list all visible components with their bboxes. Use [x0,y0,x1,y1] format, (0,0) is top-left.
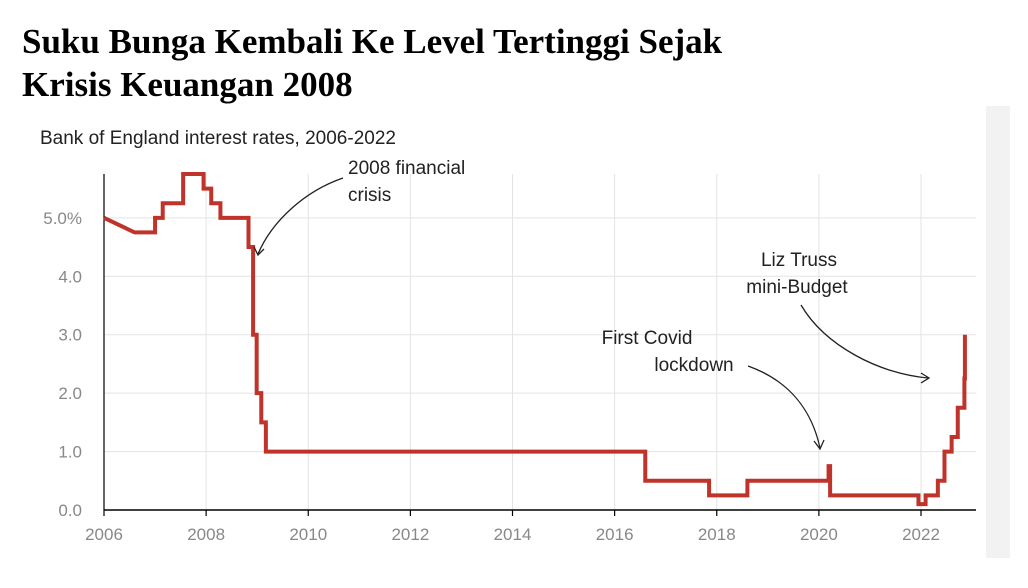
annotation-financial-crisis-arrowhead [253,246,265,257]
headline-line-2: Krisis Keuangan 2008 [22,65,353,104]
chart-panel [20,106,1010,558]
annotation-mini-budget-line-2: mini-Budget [746,277,848,298]
line-chart: Bank of England interest rates, 2006-202… [40,128,976,544]
y-tick-label-1: 1.0 [58,443,82,462]
axis-layer: 2006 2008 2010 2012 2014 2016 2018 2020 2022 0.0 1… [43,174,976,544]
x-tick-label-2014: 2014 [494,525,532,544]
annotation-covid-lockdown-line-2: lockdown [654,355,733,376]
interest-rate-series-line [103,172,967,507]
headline: Suku Bunga Kembali Ke Level Tertinggi Se… [22,20,1002,106]
y-tick-label-2: 2.0 [58,384,82,403]
annotation-financial-crisis-arrow [257,177,344,255]
annotation-mini-budget: Liz Truss mini-Budget [746,250,931,384]
annotation-financial-crisis: 2008 financial crisis [253,158,465,257]
grid-layer [104,174,976,510]
annotation-covid-lockdown-arrowhead [813,439,825,451]
annotation-mini-budget-arrowhead [920,372,931,384]
headline-line-1: Suku Bunga Kembali Ke Level Tertinggi Se… [22,22,723,61]
x-tick-label-2012: 2012 [391,525,429,544]
x-tick-label-2008: 2008 [187,525,225,544]
x-tick-label-2016: 2016 [596,525,634,544]
annotation-financial-crisis-line-2: crisis [348,185,391,206]
annotation-covid-lockdown: First Covid lockdown [602,328,825,451]
y-tick-label-0: 0.0 [58,501,82,520]
annotation-financial-crisis-line-1: 2008 financial [348,158,465,179]
y-tick-label-4: 4.0 [58,267,82,286]
y-tick-label-3: 3.0 [58,326,82,345]
y-tick-label-5: 5.0% [43,209,82,228]
x-tick-label-2018: 2018 [698,525,736,544]
annotation-mini-budget-line-1: Liz Truss [761,250,837,271]
chart-title: Bank of England interest rates, 2006-202… [40,128,396,149]
x-tick-label-2006: 2006 [85,525,123,544]
annotation-layer: 2008 financial crisis First Covid lockdo… [253,158,931,451]
x-tick-label-2020: 2020 [800,525,838,544]
annotation-covid-lockdown-line-1: First Covid [602,328,693,349]
annotation-mini-budget-arrow [800,304,929,379]
series-layer [103,172,967,507]
x-tick-label-2022: 2022 [902,525,940,544]
annotation-covid-lockdown-arrow [747,365,821,449]
x-tick-label-2010: 2010 [289,525,327,544]
